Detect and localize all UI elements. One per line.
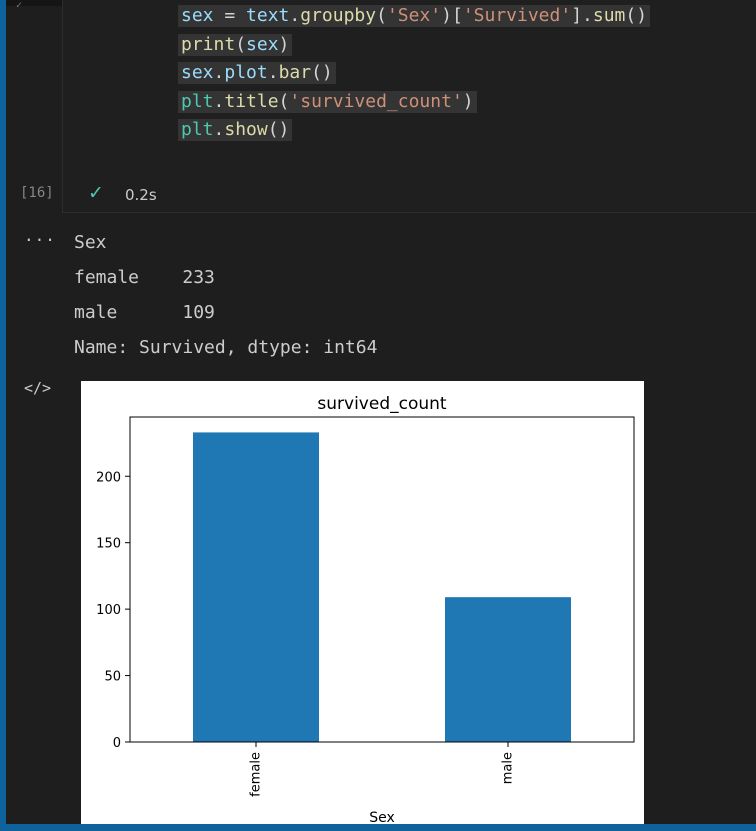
- status-bar: [0, 824, 756, 831]
- code-token: .: [213, 90, 225, 112]
- y-tick-label: 0: [113, 736, 121, 751]
- output-line: Sex: [74, 232, 107, 253]
- x-tick-label: female: [249, 752, 264, 797]
- output-render-toggle-icon[interactable]: </>: [24, 379, 52, 397]
- code-token: (): [267, 119, 290, 141]
- code-token: show: [224, 119, 268, 141]
- x-tick-label: male: [501, 752, 516, 784]
- execution-count: [16]: [20, 185, 54, 201]
- code-token: plot: [224, 62, 268, 84]
- code-cell[interactable]: sex = text.groupby('Sex')['Survived'].su…: [62, 0, 756, 213]
- bar-female: [193, 432, 319, 742]
- code-token: (: [376, 5, 387, 27]
- code-editor[interactable]: sex = text.groupby('Sex')['Survived'].su…: [178, 2, 651, 145]
- output-line: Name: Survived, dtype: int64: [74, 337, 378, 358]
- code-line-text: sex.plot.bar(): [178, 62, 336, 85]
- code-token: 'survived_count': [289, 90, 463, 112]
- code-token: sex: [181, 5, 214, 27]
- output-line: male 109: [74, 302, 215, 323]
- code-line-text: print(sex): [178, 33, 293, 56]
- code-token: sex: [246, 33, 279, 55]
- code-token: .: [289, 5, 301, 27]
- code-line[interactable]: plt.title('survived_count'): [178, 88, 650, 117]
- success-check-icon: ✓: [88, 182, 104, 204]
- code-line-text: sex = text.groupby('Sex')['Survived'].su…: [178, 5, 651, 28]
- gutter-mark: ✓: [16, 0, 23, 11]
- code-line[interactable]: sex = text.groupby('Sex')['Survived'].su…: [178, 2, 651, 31]
- code-token: bar: [278, 62, 312, 84]
- execution-duration: 0.2s: [125, 186, 157, 204]
- code-token: print: [181, 33, 236, 55]
- code-token: )[: [441, 5, 463, 27]
- code-token: ): [462, 90, 474, 112]
- output-text: Sex female 233 male 109 Name: Survived, dty…: [74, 225, 377, 365]
- y-tick-label: 200: [96, 470, 121, 485]
- code-token: sex: [181, 62, 214, 84]
- code-token: ): [278, 33, 290, 55]
- code-token: sum: [592, 5, 626, 27]
- chart-title: survived_count: [317, 394, 447, 414]
- code-token: 'Sex': [386, 5, 442, 27]
- bar-male: [445, 597, 571, 742]
- code-token: .: [213, 119, 225, 141]
- code-token: (: [235, 33, 247, 55]
- code-line-text: plt.title('survived_count'): [178, 90, 477, 113]
- y-tick-label: 50: [104, 670, 121, 685]
- code-token: text: [246, 5, 290, 27]
- output-more-actions-icon[interactable]: ...: [24, 226, 56, 245]
- code-line[interactable]: plt.show(): [178, 116, 650, 145]
- code-token: .: [213, 62, 225, 84]
- output-line: female 233: [74, 267, 215, 288]
- code-line-text: plt.show(): [178, 119, 293, 142]
- code-token: .: [267, 62, 279, 84]
- code-token: plt: [181, 90, 214, 112]
- y-tick-label: 150: [96, 537, 121, 552]
- code-token: =: [213, 5, 247, 27]
- plot-frame: [129, 416, 635, 743]
- cell-focus-indicator: [0, 0, 6, 831]
- code-token: groupby: [300, 5, 377, 27]
- code-token: ].: [571, 5, 593, 27]
- code-token: (): [311, 62, 333, 84]
- code-token: (: [278, 90, 290, 112]
- code-line[interactable]: print(sex): [178, 31, 650, 60]
- code-line[interactable]: sex.plot.bar(): [178, 59, 650, 88]
- code-token: title: [224, 90, 279, 112]
- code-token: (): [625, 5, 648, 27]
- x-axis-label: Sex: [369, 810, 395, 824]
- code-token: 'Survived': [462, 5, 572, 27]
- code-token: plt: [181, 119, 214, 141]
- y-tick-label: 100: [96, 603, 121, 618]
